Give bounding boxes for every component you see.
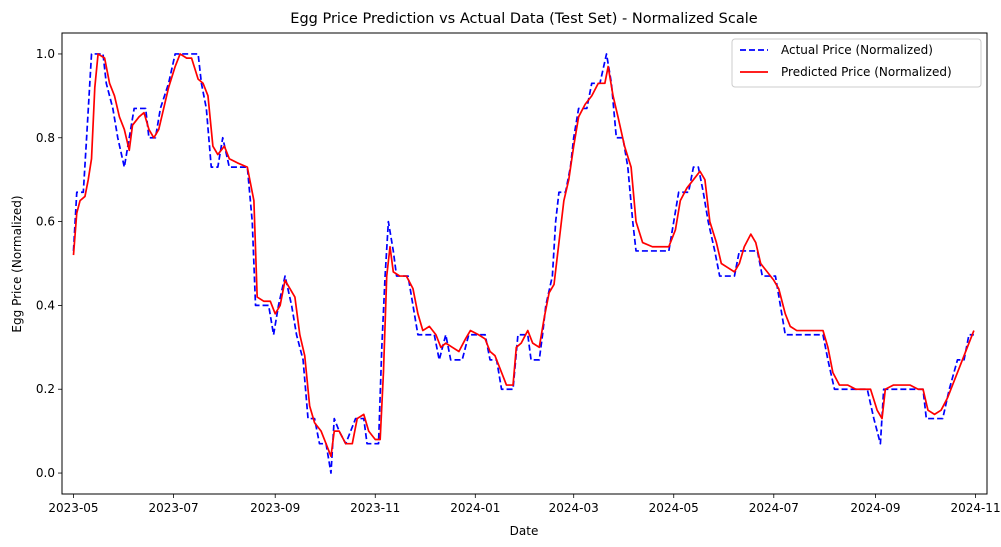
chart-title: Egg Price Prediction vs Actual Data (Tes… — [290, 11, 757, 27]
x-tick-label: 2023-05 — [48, 501, 98, 515]
y-tick-label: 0.8 — [36, 131, 55, 145]
x-tick-label: 2023-09 — [250, 501, 300, 515]
y-tick-label: 1.0 — [36, 47, 55, 61]
series-line-predicted — [72, 53, 975, 458]
y-tick-label: 0.6 — [36, 215, 55, 229]
y-tick-label: 0.2 — [36, 382, 55, 396]
y-axis: 0.0 0.2 0.4 0.6 0.8 1.0 — [36, 47, 62, 480]
legend-label-actual: Actual Price (Normalized) — [781, 43, 933, 57]
x-tick-label: 2023-11 — [350, 501, 400, 515]
x-axis: 2023-05 2023-07 2023-09 2023-11 2024-01 2024-… — [48, 494, 1001, 515]
x-tick-label: 2024-03 — [549, 501, 599, 515]
x-tick-label: 2023-07 — [148, 501, 198, 515]
x-tick-label: 2024-01 — [450, 501, 500, 515]
x-tick-label: 2024-11 — [950, 501, 1000, 515]
y-tick-label: 0.4 — [36, 298, 55, 312]
legend: Actual Price (Normalized) Predicted Pric… — [731, 38, 982, 88]
y-axis-label: Egg Price (Normalized) — [10, 195, 24, 332]
legend-box — [731, 38, 982, 88]
y-tick-label: 0.0 — [36, 466, 55, 480]
legend-label-predicted: Predicted Price (Normalized) — [781, 65, 952, 79]
x-axis-label: Date — [510, 524, 539, 538]
series-layer — [72, 53, 975, 474]
x-tick-label: 2024-07 — [749, 501, 799, 515]
x-tick-label: 2024-05 — [649, 501, 699, 515]
x-tick-label: 2024-09 — [850, 501, 900, 515]
series-line-actual — [72, 53, 974, 474]
plot-area-frame — [61, 32, 988, 495]
